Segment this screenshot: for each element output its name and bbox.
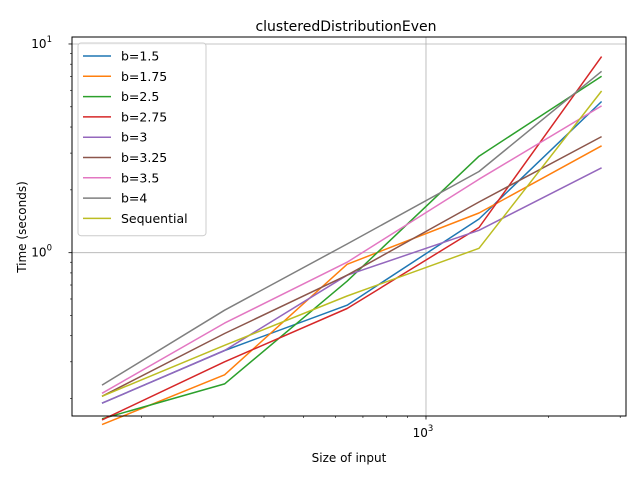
legend-entry: b=2.75	[121, 109, 167, 124]
plot-frame	[71, 36, 627, 417]
legend-entry: b=3.5	[121, 170, 159, 185]
chart-title: clusteredDistributionEven	[255, 19, 436, 35]
series-line-b-3-25	[101, 135, 602, 397]
series-line-b-3-5	[101, 105, 602, 394]
series-line-b-1-75	[101, 145, 602, 426]
legend-entry: b=4	[121, 191, 147, 206]
legend-entry: b=3.25	[121, 150, 167, 165]
x-axis-label: Size of input	[312, 451, 387, 465]
legend-entry: Sequential	[121, 211, 188, 226]
x-tick-label: 103	[413, 424, 434, 440]
legend-entry: b=1.5	[121, 49, 159, 64]
series-line-sequential	[101, 90, 603, 397]
series-layer	[101, 56, 603, 426]
tick-layer: 103 100 101	[31, 35, 621, 440]
legend-entry: b=1.75	[121, 69, 167, 84]
legend-frame	[77, 42, 207, 237]
y-tick-label: 101	[31, 35, 52, 51]
legend-entry: b=3	[121, 130, 147, 145]
series-line-b-4	[101, 70, 603, 386]
series-line-b-2-75	[101, 56, 603, 421]
y-axis-label: Time (seconds)	[15, 181, 29, 274]
series-line-b-2-5	[101, 75, 603, 420]
legend: b=1.5 b=1.75 b=2.5 b=2.75 b=3 b=3.25 b=3.5 b=4 S…	[77, 42, 207, 237]
legend-entry: b=2.5	[121, 89, 159, 104]
y-tick-label: 100	[31, 244, 52, 260]
